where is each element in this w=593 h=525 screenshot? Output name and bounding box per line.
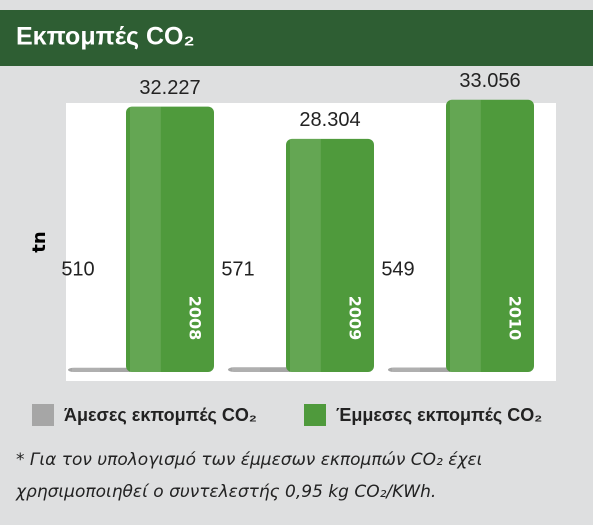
value-label: 28.304 [299, 109, 360, 131]
legend-label: Έμμεσες εκπομπές CO₂ [336, 405, 542, 425]
bar-highlight [290, 138, 321, 372]
bar [286, 138, 374, 372]
value-label: 32.227 [139, 77, 200, 99]
footnote: χρησιμοποιηθεί ο συντελεστής 0,95 kg CO₂… [15, 482, 436, 502]
bar-highlight [392, 367, 420, 372]
x-tick-label: 2010 [506, 296, 525, 341]
header [0, 10, 593, 66]
footnote: * Για τον υπολογισμό των έμμεσων εκπομπώ… [16, 450, 482, 470]
legend-swatch [304, 404, 326, 426]
bar-highlight [450, 99, 481, 373]
value-label: 571 [221, 258, 254, 280]
legend-swatch [32, 404, 54, 426]
bar [126, 106, 214, 373]
y-axis-label: tn [29, 231, 50, 252]
bar-highlight [130, 106, 161, 373]
bar-highlight [72, 367, 100, 372]
x-tick-label: 2008 [186, 296, 205, 341]
x-tick-label: 2009 [346, 296, 365, 341]
value-label: 510 [61, 258, 94, 280]
bar [446, 99, 534, 373]
value-label: 33.056 [459, 70, 520, 92]
chart-title: Εκπομπές CO₂ [16, 23, 195, 51]
legend-label: Άμεσες εκπομπές CO₂ [64, 405, 257, 425]
value-label: 549 [381, 258, 414, 280]
bar-highlight [232, 367, 260, 372]
